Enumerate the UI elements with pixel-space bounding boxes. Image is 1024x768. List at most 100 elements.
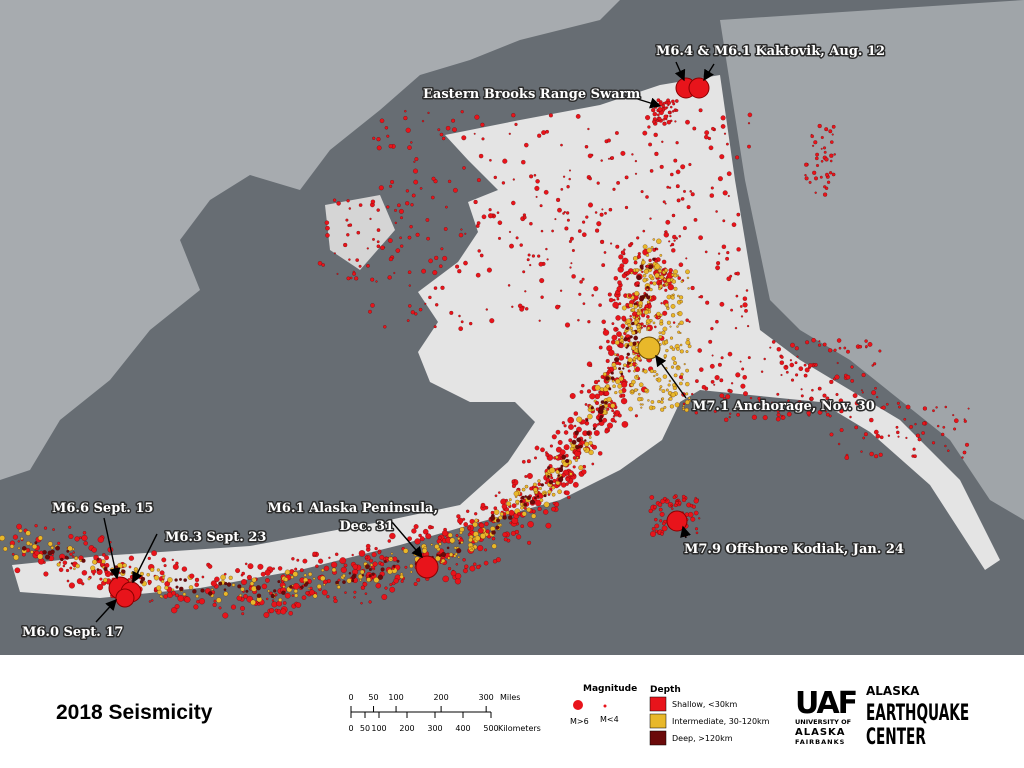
quake-dot xyxy=(678,234,682,238)
quake-dot xyxy=(531,509,536,514)
quake-dot xyxy=(443,227,448,231)
scale-unit: Miles xyxy=(500,693,520,702)
quake-dot xyxy=(263,612,270,618)
quake-dot xyxy=(723,132,727,135)
quake-dot xyxy=(698,235,704,241)
quake-dot xyxy=(281,590,286,595)
quake-dot xyxy=(34,524,38,528)
quake-dot xyxy=(522,270,526,274)
quake-dot xyxy=(163,564,167,568)
quake-dot xyxy=(535,195,538,198)
quake-dot xyxy=(740,315,744,318)
quake-dot xyxy=(876,395,879,399)
quake-dot xyxy=(673,373,678,378)
quake-dot xyxy=(646,247,652,253)
quake-dot xyxy=(935,406,938,409)
quake-dot xyxy=(542,509,549,515)
quake-dot xyxy=(372,561,378,567)
quake-dot xyxy=(643,269,649,275)
quake-dot xyxy=(663,106,668,110)
quake-dot xyxy=(509,243,514,249)
quake-dot xyxy=(284,592,291,599)
quake-dot xyxy=(473,512,478,516)
quake-dot xyxy=(378,185,384,191)
quake-dot xyxy=(555,429,561,435)
quake-dot xyxy=(551,492,556,497)
quake-dot xyxy=(626,352,631,357)
quake-dot xyxy=(653,370,657,374)
quake-dot xyxy=(649,495,655,500)
quake-dot xyxy=(913,454,917,459)
quake-dot xyxy=(589,393,596,400)
arrow xyxy=(674,61,686,82)
quake-dot xyxy=(820,159,824,163)
quake-dot xyxy=(450,570,457,577)
quake-dot xyxy=(825,410,828,413)
quake-dot xyxy=(627,243,633,248)
quake-dot xyxy=(440,247,444,251)
quake-dot xyxy=(557,474,561,477)
quake-dot xyxy=(520,505,524,510)
quake-dot xyxy=(294,593,299,598)
scale-label: 400 xyxy=(455,724,470,733)
annotation-arrows xyxy=(95,61,715,623)
quake-dot xyxy=(615,378,621,385)
quake-dot xyxy=(606,138,611,143)
quake-dot xyxy=(854,400,860,406)
quake-dot xyxy=(670,303,676,309)
quake-dot xyxy=(720,115,726,121)
quake-dot xyxy=(610,417,616,423)
quake-dot xyxy=(358,264,362,268)
quake-dot xyxy=(71,555,75,558)
quake-dot xyxy=(854,425,859,430)
quake-dot xyxy=(798,366,804,372)
quake-dot xyxy=(574,458,579,462)
logo-university: ALASKA xyxy=(795,727,846,738)
quake-dot xyxy=(552,501,556,505)
quake-dot xyxy=(390,179,395,185)
quake-dot xyxy=(600,159,603,162)
quake-dot xyxy=(371,552,377,558)
quake-dot xyxy=(534,499,542,507)
quake-dot xyxy=(776,409,780,413)
quake-dot xyxy=(430,543,433,546)
scale-label: 300 xyxy=(479,693,494,702)
quake-dot xyxy=(353,590,357,594)
quake-dot xyxy=(557,439,563,446)
quake-dot xyxy=(656,238,662,245)
quake-dot xyxy=(560,143,563,147)
annotation: M6.1 Alaska Peninsula, xyxy=(268,501,438,516)
quake-dot xyxy=(661,525,668,532)
quake-dot xyxy=(507,284,511,287)
quake-dot xyxy=(526,258,530,262)
quake-dot xyxy=(621,421,629,428)
quake-dot xyxy=(399,574,404,579)
arrow xyxy=(132,533,158,584)
quake-dot xyxy=(288,611,293,616)
quake-dot xyxy=(388,184,393,188)
quake-dot xyxy=(128,555,135,561)
quake-dot xyxy=(666,320,671,325)
quake-dot xyxy=(365,543,371,549)
quake-dot xyxy=(331,567,337,573)
quake-dot xyxy=(669,105,673,109)
quake-dot xyxy=(609,242,613,245)
quake-dot xyxy=(407,270,412,275)
quake-dot xyxy=(413,524,419,530)
quake-dot xyxy=(255,585,262,591)
quake-dot xyxy=(243,594,248,599)
quake-dot xyxy=(545,522,552,529)
quake-dot xyxy=(814,191,817,194)
quake-dot xyxy=(673,269,678,275)
quake-dot xyxy=(740,383,746,389)
quake-dot xyxy=(559,289,563,292)
quake-dot xyxy=(223,572,227,576)
quake-dot xyxy=(594,400,600,406)
quake-dot xyxy=(346,199,350,203)
quake-dot xyxy=(646,300,651,304)
quake-dot xyxy=(421,268,427,274)
quake-dot xyxy=(159,594,163,598)
quake-dot xyxy=(660,532,664,536)
quake-dot xyxy=(697,348,703,353)
quake-dot xyxy=(850,379,855,383)
